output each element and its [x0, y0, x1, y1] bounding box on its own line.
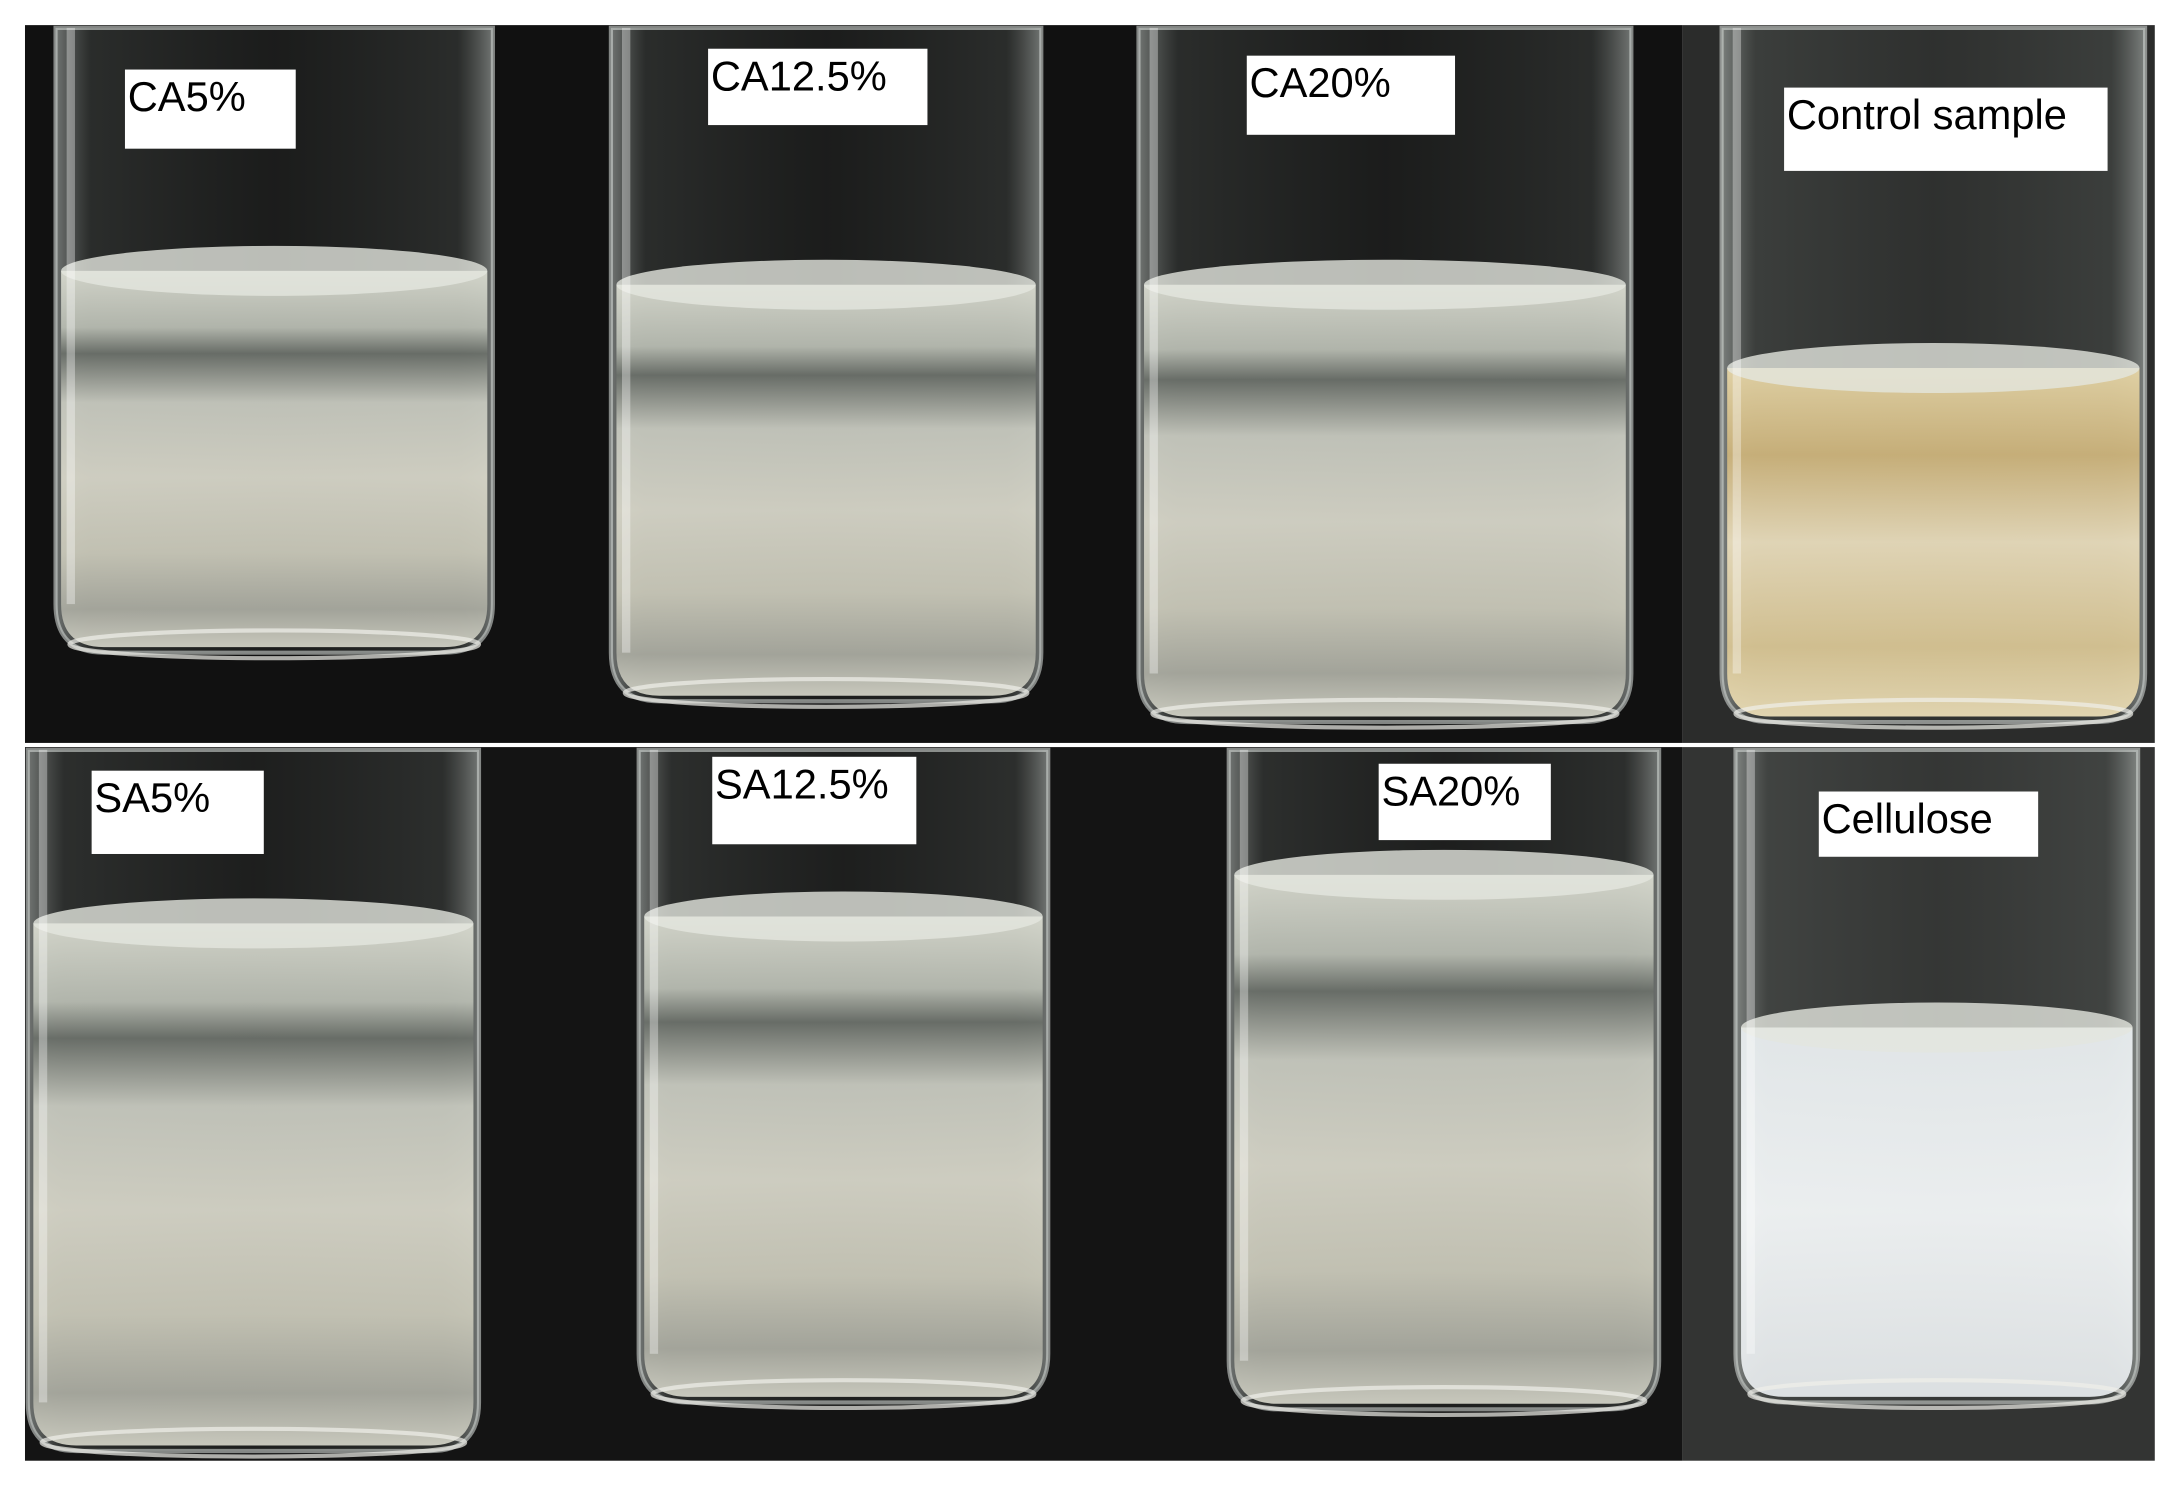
vial-contents — [1727, 368, 2140, 717]
meniscus — [1144, 259, 1626, 310]
vial-base — [39, 1426, 468, 1459]
meniscus — [644, 891, 1043, 942]
meniscus — [616, 259, 1036, 310]
vial-base — [650, 1378, 1037, 1411]
label-box — [91, 770, 264, 854]
glass-highlight — [1149, 27, 1158, 674]
glass-highlight — [38, 749, 48, 1403]
vial-contents — [33, 923, 474, 1446]
vial-contents — [1741, 1027, 2133, 1397]
sample-label: SA5% — [94, 774, 210, 821]
label-box — [1818, 791, 2039, 857]
meniscus — [33, 898, 474, 949]
vial-contents — [1234, 874, 1654, 1404]
sample-label: Control sample — [1787, 91, 2067, 138]
glass-highlight — [1239, 749, 1249, 1361]
vial-base — [1747, 1378, 2127, 1411]
meniscus — [1741, 1002, 2133, 1053]
glass-highlight — [1732, 27, 1742, 674]
vial-contents — [616, 284, 1036, 696]
glass-highlight — [1746, 749, 1755, 1354]
vial-base — [622, 676, 1030, 709]
vial-base — [1733, 697, 2134, 730]
vial-base — [67, 628, 482, 661]
label-box — [708, 48, 928, 126]
meniscus — [1727, 343, 2140, 394]
sample-label: CA5% — [128, 73, 246, 120]
sample-label: CA20% — [1250, 59, 1391, 106]
glass-highlight — [622, 27, 631, 653]
labels: CA5% CA12.5% CA20% Control sample SA5% SA12.5… — [91, 48, 2108, 857]
label-box — [1246, 55, 1456, 135]
label-box — [1784, 87, 2108, 171]
sample-label: SA12.5% — [715, 760, 889, 807]
glass-highlight — [649, 749, 659, 1354]
glass-highlight — [66, 27, 75, 605]
sample-label: SA20% — [1381, 767, 1520, 814]
vial-contents — [61, 270, 488, 648]
label-box — [712, 756, 917, 845]
meniscus — [1234, 849, 1654, 900]
vial-base — [1150, 697, 1620, 730]
vials — [25, 25, 2148, 1459]
label-box — [124, 69, 296, 149]
vial-contents — [1144, 284, 1626, 717]
sample-label: Cellulose — [1822, 795, 1993, 842]
vial-contents — [644, 916, 1043, 1397]
meniscus — [61, 245, 488, 296]
sample-label: CA12.5% — [711, 52, 887, 99]
vial-base — [1240, 1385, 1648, 1417]
label-box — [1378, 763, 1551, 841]
